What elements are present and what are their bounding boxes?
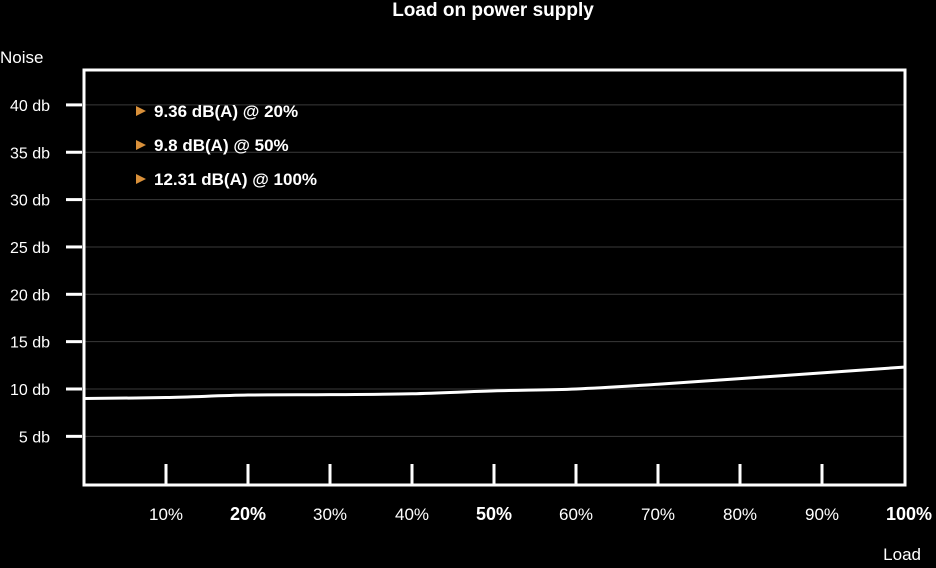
bullet-icon — [136, 174, 146, 184]
x-tick-label: 90% — [805, 505, 839, 524]
y-tick-label: 10 db — [10, 382, 50, 399]
series-lines — [82, 365, 906, 400]
x-tick-label: 40% — [395, 505, 429, 524]
y-tick-label: 5 db — [19, 429, 50, 446]
bullet-icon — [136, 140, 146, 150]
x-tick-label: 80% — [723, 505, 757, 524]
x-tick-label: 60% — [559, 505, 593, 524]
x-tick-label: 30% — [313, 505, 347, 524]
y-tick-label: 30 db — [10, 193, 50, 210]
x-axis-ticks: 10% 20% 30% 40% 50% 60% 70% 80% 90% 100% — [149, 464, 932, 524]
plot-frame — [82, 68, 907, 487]
y-axis-label: Noise — [0, 48, 43, 67]
y-axis-ticks: 5 db 10 db 15 db 20 db 25 db 30 db 35 db 40 db — [10, 98, 82, 446]
annotation-label: 9.36 dB(A) @ 20% — [154, 102, 298, 121]
y-tick-label: 25 db — [10, 240, 50, 257]
x-tick-label: 70% — [641, 505, 675, 524]
chart-title: Load on power supply — [392, 0, 594, 21]
annotations: 9.36 dB(A) @ 20% 9.8 dB(A) @ 50% 12.31 dB(… — [136, 102, 317, 189]
grid-lines — [84, 104, 905, 437]
x-tick-label: 100% — [886, 504, 932, 524]
bullet-icon — [136, 106, 146, 116]
y-tick-label: 20 db — [10, 287, 50, 304]
y-tick-label: 35 db — [10, 145, 50, 162]
x-axis-label: Load — [883, 545, 921, 564]
x-tick-label: 20% — [230, 504, 266, 524]
x-tick-label: 10% — [149, 505, 183, 524]
y-tick-label: 15 db — [10, 335, 50, 352]
series-line — [82, 365, 906, 400]
x-tick-label: 50% — [476, 504, 512, 524]
annotation-label: 12.31 dB(A) @ 100% — [154, 170, 317, 189]
annotation-label: 9.8 dB(A) @ 50% — [154, 136, 289, 155]
y-tick-label: 40 db — [10, 98, 50, 115]
